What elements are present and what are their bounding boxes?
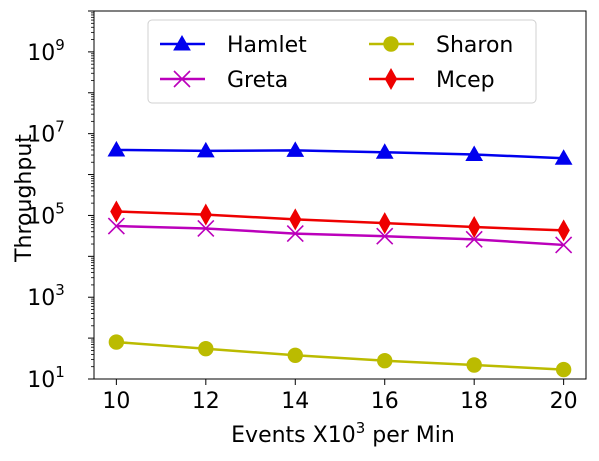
data-point-hamlet <box>107 140 126 157</box>
series-line-mcep <box>116 210 564 232</box>
x-axis-ticks: 10 12 14 16 18 20 <box>102 379 578 414</box>
data-point-sharon <box>466 357 482 373</box>
data-point-hamlet <box>465 145 484 161</box>
data-point-hamlet <box>554 149 573 165</box>
data-point-hamlet <box>286 141 305 157</box>
data-point-sharon <box>377 353 393 369</box>
x-tick-label: 12 <box>192 389 220 414</box>
data-point-greta <box>197 219 215 238</box>
series-layer <box>107 140 573 378</box>
series-sharon <box>108 334 572 378</box>
legend-entry-sharon: Sharon <box>369 33 513 58</box>
data-point-greta <box>286 225 304 243</box>
legend-label-sharon: Sharon <box>436 33 513 58</box>
x-tick-label: 20 <box>550 389 578 414</box>
legend-label-hamlet: Hamlet <box>227 33 307 58</box>
data-point-hamlet <box>196 141 215 158</box>
legend-entry-mcep: Mcep <box>369 67 495 93</box>
series-line-hamlet <box>116 148 564 160</box>
y-tick-label: 101 <box>27 363 65 393</box>
series-line-sharon <box>116 340 564 371</box>
legend-marker-mcep <box>384 67 398 91</box>
data-point-greta <box>107 217 125 235</box>
x-tick-label: 18 <box>460 389 488 414</box>
data-point-mcep <box>110 200 123 223</box>
legend-entry-hamlet: Hamlet <box>160 33 307 58</box>
legend: Hamlet Greta Sharon Mcep <box>147 19 537 104</box>
y-tick-label: 103 <box>27 281 65 311</box>
legend-entry-greta: Greta <box>160 68 288 93</box>
series-mcep <box>110 200 570 242</box>
series-line-greta <box>116 224 564 247</box>
x-tick-label: 16 <box>371 389 399 414</box>
x-tick-label: 10 <box>102 389 130 414</box>
x-tick-label: 14 <box>281 389 309 414</box>
y-axis-ticks: 101 103 105 107 109 <box>27 10 94 393</box>
x-axis-label-suffix: per Min <box>365 423 455 448</box>
legend-marker-sharon <box>383 36 399 52</box>
data-point-greta <box>465 230 483 248</box>
data-point-sharon <box>555 361 572 378</box>
data-point-hamlet <box>375 143 394 159</box>
data-point-greta <box>376 227 394 245</box>
data-point-greta <box>555 236 573 254</box>
data-point-mcep <box>199 203 212 226</box>
y-tick-label: 109 <box>27 36 65 66</box>
data-point-mcep <box>289 208 302 231</box>
data-point-mcep <box>378 212 391 235</box>
x-axis-label-main: Events X10 <box>231 423 356 448</box>
data-point-sharon <box>108 334 125 350</box>
y-tick-label: 107 <box>27 118 65 148</box>
data-point-mcep <box>557 219 570 242</box>
legend-box <box>147 19 537 104</box>
data-point-sharon <box>198 341 214 357</box>
x-axis-label: Events X103 per Min <box>231 419 455 448</box>
series-greta <box>107 217 573 254</box>
legend-marker-hamlet <box>173 34 191 51</box>
legend-marker-greta <box>173 70 191 88</box>
plot-frame <box>93 10 587 380</box>
data-point-mcep <box>468 216 481 239</box>
y-tick-label: 105 <box>27 199 65 229</box>
x-axis-label-exponent: 3 <box>356 419 366 437</box>
legend-label-greta: Greta <box>227 68 288 93</box>
data-point-sharon <box>287 347 303 363</box>
y-axis-label: Throughput <box>12 134 37 263</box>
series-hamlet <box>107 140 573 165</box>
legend-label-mcep: Mcep <box>436 68 495 93</box>
